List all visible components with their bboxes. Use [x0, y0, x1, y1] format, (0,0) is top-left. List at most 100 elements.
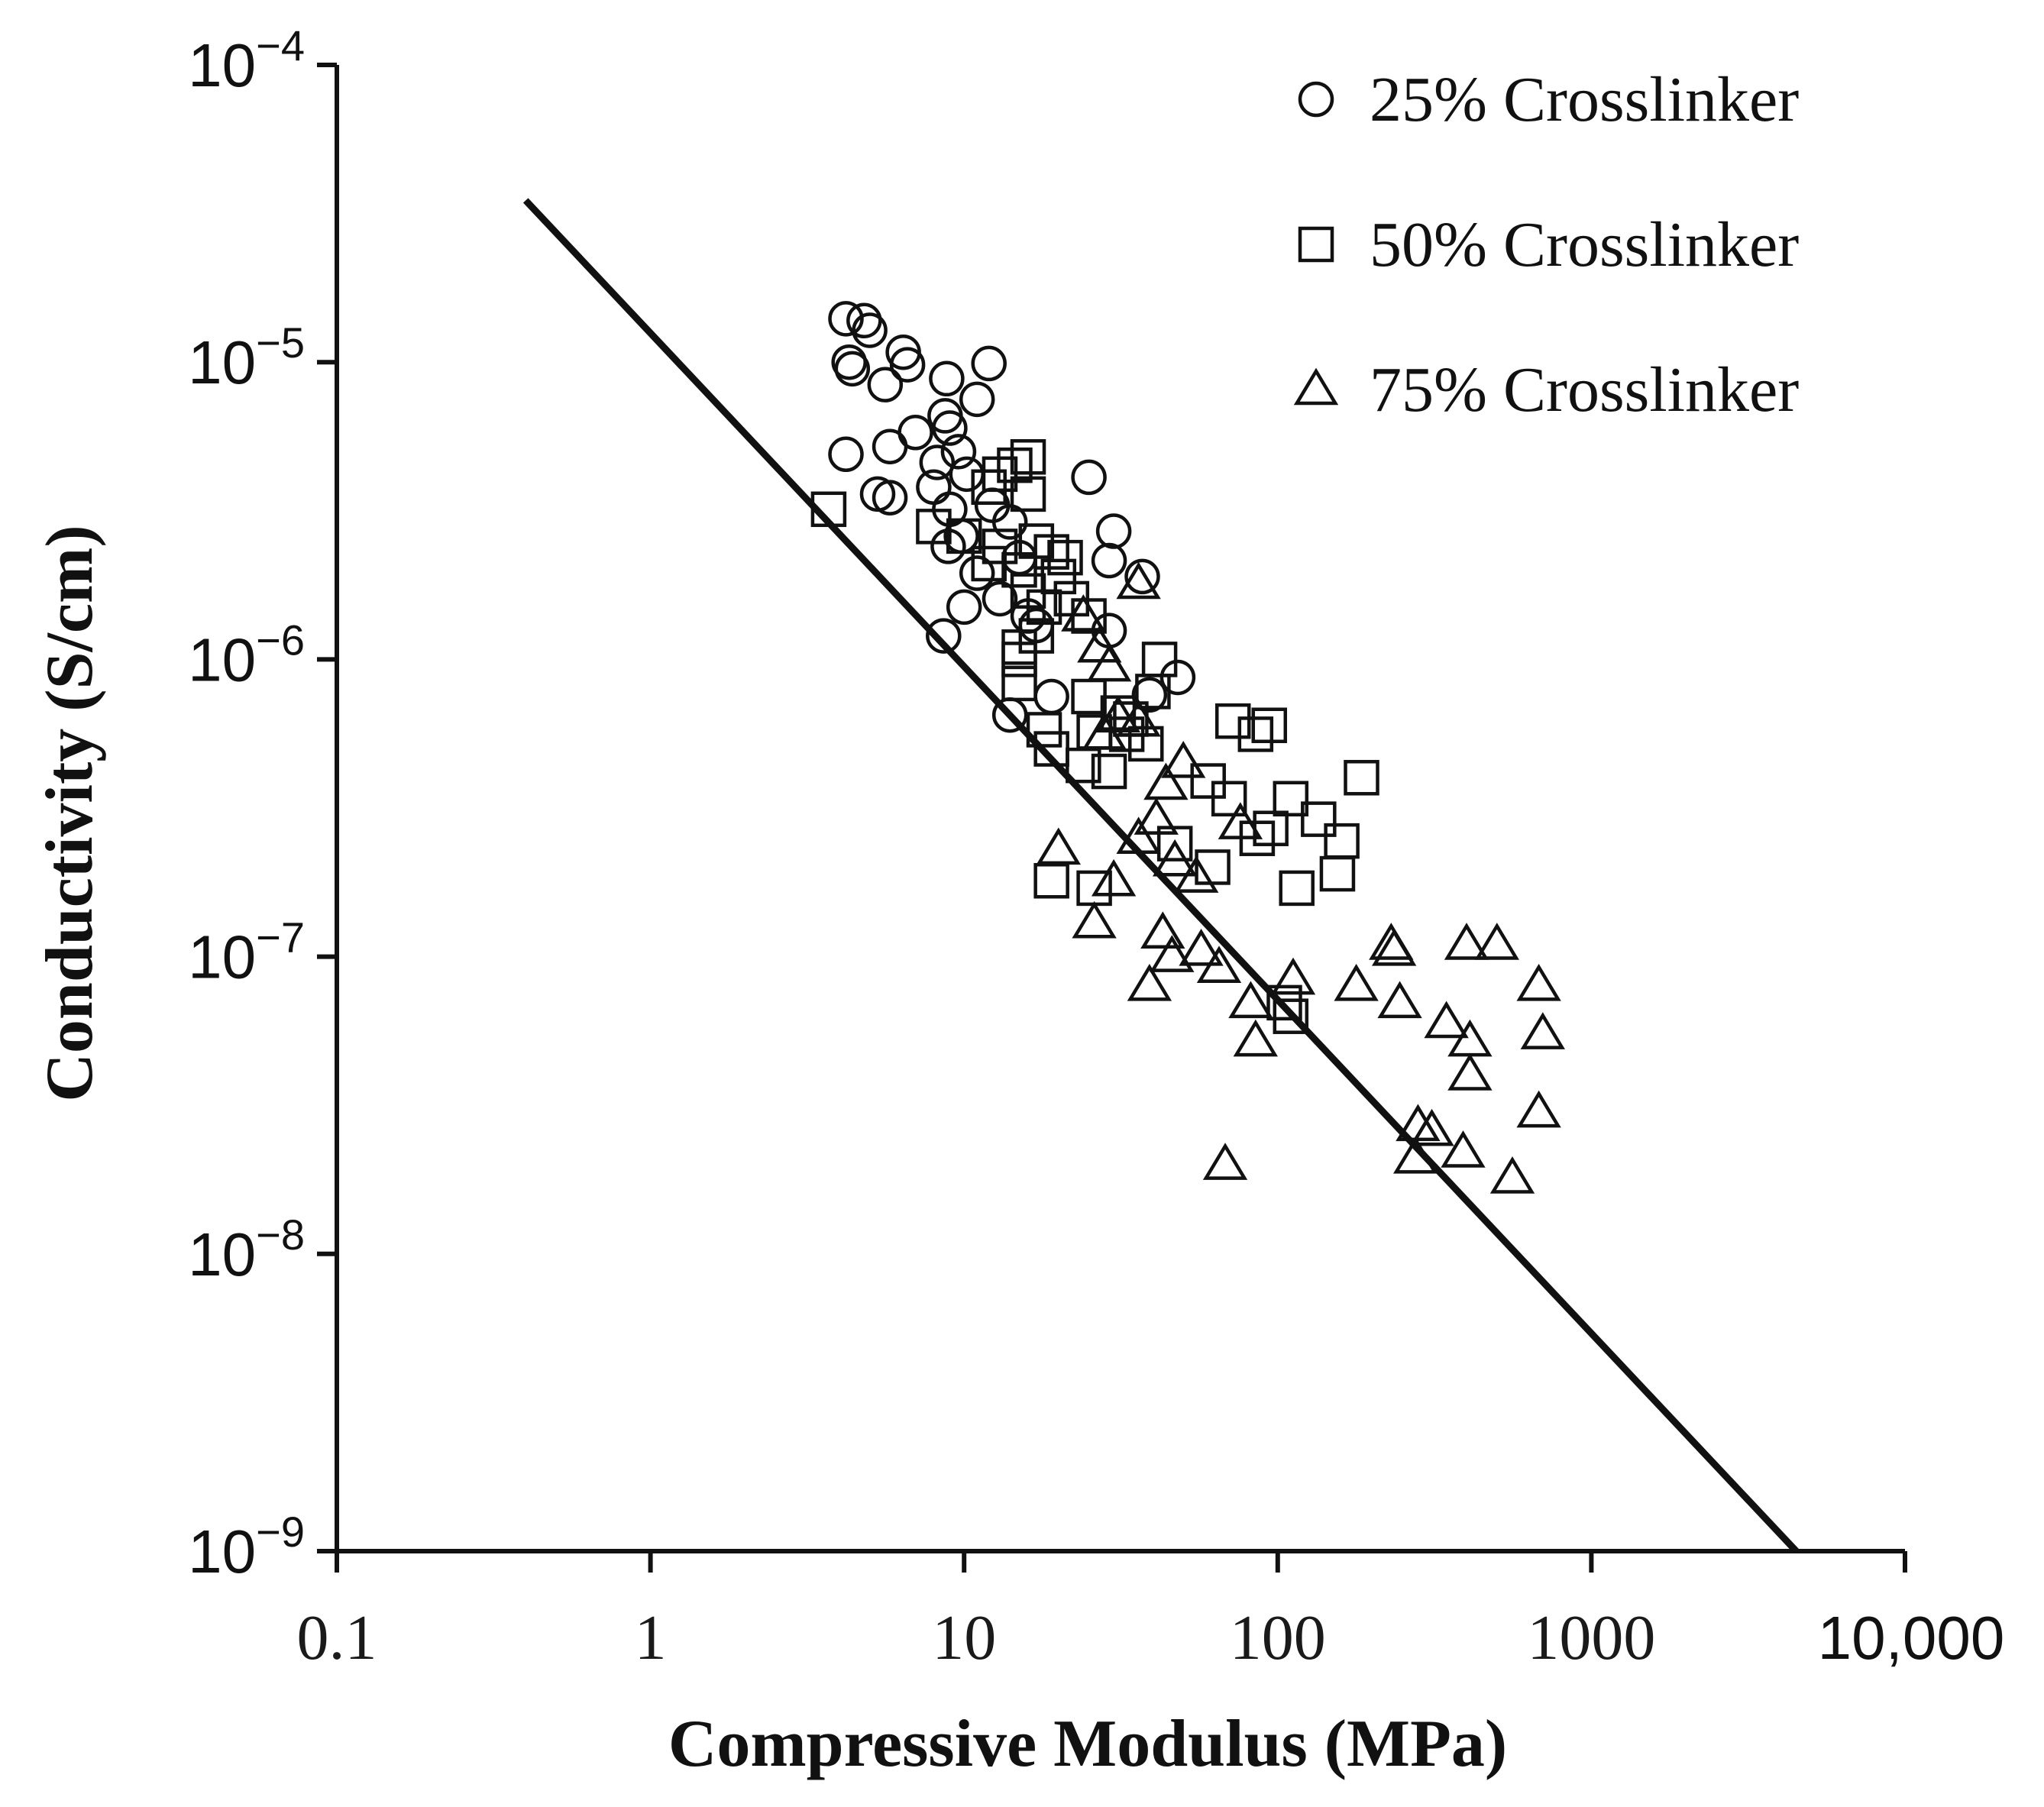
- data-point-triangle: [1116, 699, 1161, 737]
- data-point-circle: [846, 302, 882, 339]
- data-point-triangle: [1072, 900, 1117, 939]
- data-point-triangle: [1218, 802, 1263, 839]
- data-point-triangle: [1179, 928, 1224, 966]
- data-point-triangle: [1061, 594, 1106, 632]
- data-point-square: [810, 491, 847, 528]
- data-point-square: [1273, 781, 1309, 816]
- legend-marker-square: [1298, 226, 1334, 263]
- data-point-square: [1266, 984, 1302, 1021]
- data-point-circle: [932, 410, 968, 446]
- y-axis-title: Conductivity (S/cm): [33, 525, 107, 1101]
- data-point-square: [1273, 998, 1309, 1034]
- data-point-circle: [940, 434, 977, 470]
- data-point-triangle: [1036, 827, 1081, 865]
- data-point-triangle: [1086, 644, 1132, 682]
- data-point-triangle: [1444, 923, 1489, 960]
- data-point-triangle: [1270, 957, 1316, 995]
- data-point-circle: [1131, 677, 1168, 713]
- data-point-square: [1128, 726, 1164, 762]
- data-point-square: [1301, 801, 1337, 837]
- y-tick-label: 10−8: [188, 1211, 305, 1288]
- data-point-triangle: [1174, 855, 1219, 893]
- data-point-triangle: [1441, 1130, 1486, 1168]
- data-point-triangle: [1140, 911, 1185, 949]
- data-point-triangle: [1161, 740, 1206, 778]
- data-point-triangle: [1474, 923, 1519, 960]
- x-tick-label: 0.1: [297, 1602, 377, 1673]
- data-point-square: [1001, 665, 1037, 702]
- data-point-circle: [919, 444, 956, 480]
- data-point-circle: [946, 589, 982, 626]
- x-tick-label: 10: [932, 1602, 996, 1673]
- data-point-triangle: [1233, 1019, 1278, 1057]
- data-point-triangle: [1127, 963, 1172, 1001]
- data-point-circle: [959, 381, 995, 418]
- data-point-triangle: [1082, 713, 1127, 750]
- data-point-circle: [1124, 558, 1160, 595]
- data-point-square: [1319, 855, 1356, 892]
- data-point-circle: [959, 555, 995, 591]
- data-point-circle: [926, 618, 962, 654]
- data-point-circle: [889, 347, 926, 383]
- data-point-triangle: [1116, 816, 1161, 854]
- x-tick-label: 1: [635, 1602, 667, 1673]
- x-tick-label: 100: [1230, 1602, 1326, 1673]
- data-point-triangle: [1447, 1019, 1493, 1057]
- data-point-square: [1214, 703, 1251, 739]
- data-point-triangle: [1202, 1143, 1248, 1180]
- data-point-triangle: [1396, 1104, 1441, 1142]
- data-point-square: [1156, 826, 1193, 861]
- x-axis-title: Compressive Modulus (MPa): [668, 1707, 1507, 1781]
- legend: 25% Crosslinker 50% Crosslinker 75% Crossl…: [1293, 64, 1799, 425]
- data-point-square: [1279, 870, 1315, 907]
- data-point-triangle: [1393, 1136, 1438, 1174]
- data-point-circle: [852, 312, 888, 348]
- data-point-triangle: [1516, 963, 1561, 1001]
- data-point-triangle: [1143, 762, 1189, 800]
- data-point-square: [1047, 539, 1083, 576]
- series-square: [810, 439, 1379, 1034]
- x-tick-label: 1000: [1527, 1602, 1655, 1673]
- data-point-square: [1033, 534, 1069, 570]
- data-point-square: [1010, 476, 1046, 512]
- data-points-layer: [810, 301, 1565, 1194]
- data-point-square: [1091, 753, 1127, 790]
- y-tick-label: 10−5: [188, 318, 305, 396]
- axes-layer: 10−9 10−8 10−7 10−6 10−5 10−4 0.1 1 10 100 1000 10,…: [188, 21, 2004, 1673]
- data-point-square: [1344, 760, 1379, 796]
- data-point-circle: [1071, 459, 1107, 496]
- y-tick-label: 10−4: [188, 21, 305, 99]
- data-point-square: [1251, 707, 1288, 743]
- x-tick-label: 10,000: [1818, 1604, 2005, 1672]
- data-point-circle: [991, 504, 1028, 540]
- data-point-circle: [828, 436, 864, 473]
- data-point-triangle: [1152, 839, 1198, 877]
- legend-marker-circle: [1298, 81, 1334, 118]
- data-point-circle: [982, 580, 1018, 617]
- data-point-triangle: [1150, 935, 1195, 972]
- data-point-square: [1033, 862, 1069, 899]
- data-point-triangle: [1228, 981, 1273, 1019]
- data-point-triangle: [1091, 858, 1137, 897]
- data-point-square: [1026, 589, 1062, 626]
- data-point-triangle: [1334, 963, 1379, 1001]
- data-point-triangle: [1516, 1090, 1561, 1128]
- data-point-square: [1040, 558, 1077, 595]
- data-point-circle: [929, 360, 965, 397]
- data-point-square: [1211, 781, 1247, 816]
- data-point-circle: [867, 367, 904, 402]
- data-point-circle: [916, 469, 952, 505]
- data-point-triangle: [1409, 1108, 1454, 1146]
- data-point-triangle: [1196, 946, 1242, 983]
- legend-label: 25% Crosslinker: [1370, 64, 1799, 135]
- y-tick-label: 10−6: [188, 616, 305, 693]
- data-point-square: [1071, 678, 1107, 715]
- series-triangle: [1036, 561, 1565, 1194]
- data-point-square: [1324, 823, 1360, 859]
- data-point-triangle: [1447, 1053, 1493, 1091]
- data-point-circle: [872, 428, 908, 464]
- data-point-square: [1026, 712, 1062, 748]
- data-point-circle: [949, 456, 985, 493]
- y-tick-label: 10−7: [188, 913, 305, 991]
- data-point-circle: [1091, 542, 1127, 579]
